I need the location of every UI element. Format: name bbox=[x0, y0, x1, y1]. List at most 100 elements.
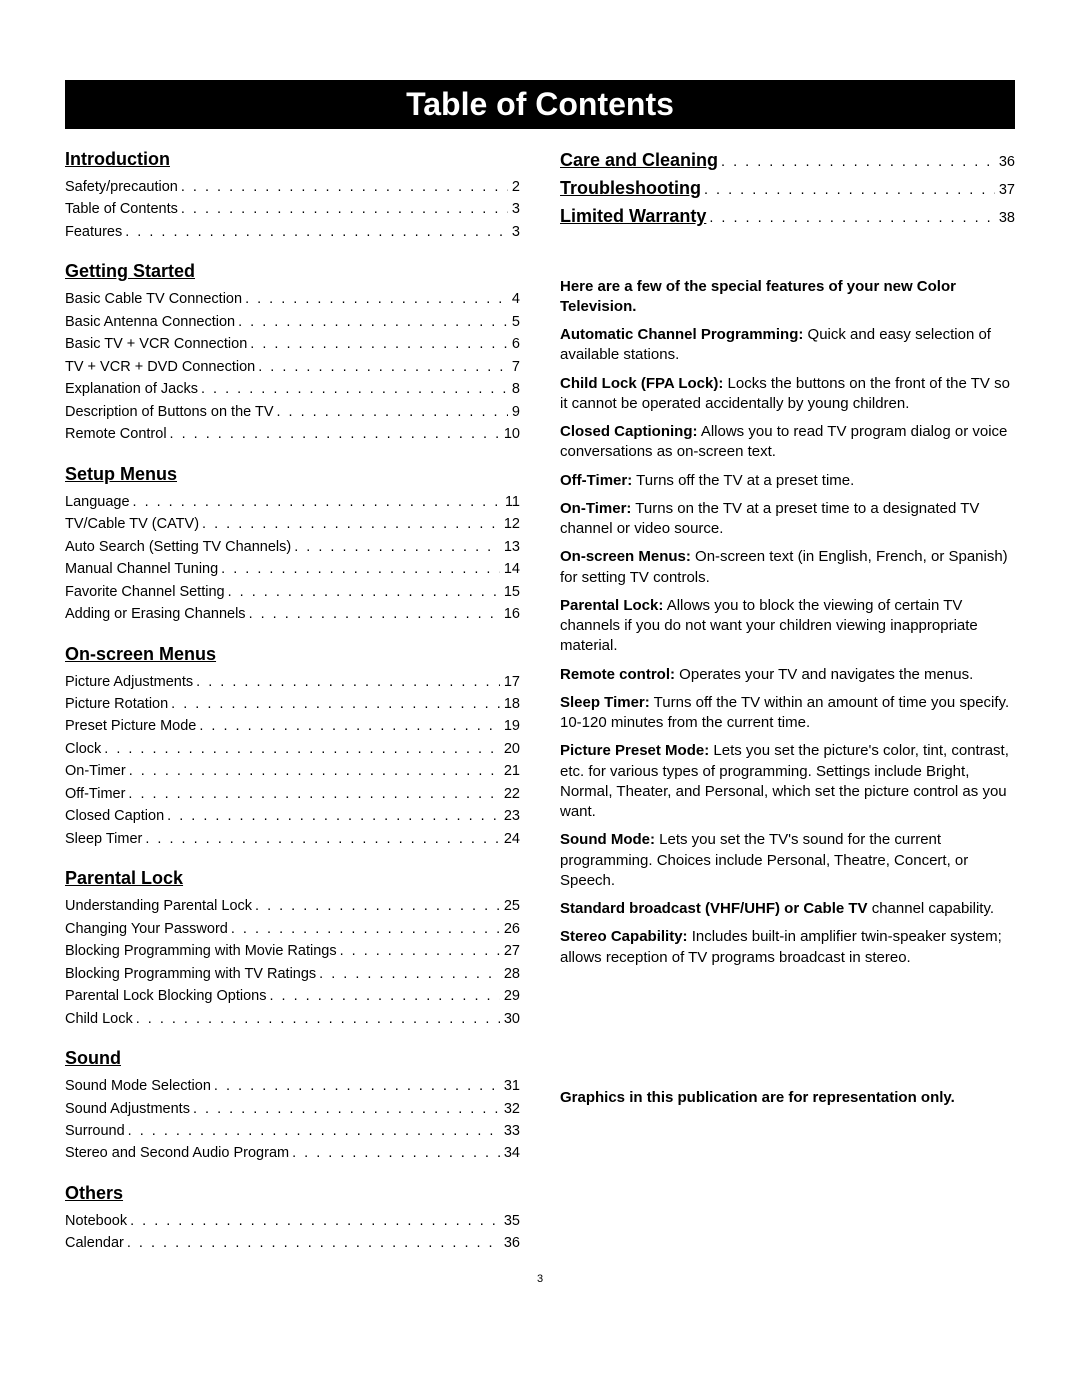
toc-label: Clock bbox=[65, 738, 101, 760]
toc-label: Changing Your Password bbox=[65, 918, 228, 940]
toc-page: 37 bbox=[995, 179, 1015, 201]
toc-row: Clock 20 bbox=[65, 738, 520, 760]
feature-paragraph: Child Lock (FPA Lock): Locks the buttons… bbox=[560, 374, 1015, 415]
page-title-bar: Table of Contents bbox=[65, 80, 1015, 129]
toc-row: Language 11 bbox=[65, 491, 520, 513]
toc-row: Table of Contents 3 bbox=[65, 198, 520, 220]
feature-paragraph: On-screen Menus: On-screen text (in Engl… bbox=[560, 547, 1015, 588]
toc-row: Basic Cable TV Connection 4 bbox=[65, 288, 520, 310]
footnote: Graphics in this publication are for rep… bbox=[560, 1088, 1015, 1108]
toc-page: 17 bbox=[500, 671, 520, 693]
toc-row: Basic Antenna Connection 5 bbox=[65, 311, 520, 333]
toc-row: Remote Control 10 bbox=[65, 423, 520, 445]
toc-leader-dots bbox=[164, 805, 500, 827]
toc-row: Picture Rotation 18 bbox=[65, 693, 520, 715]
toc-leader-dots bbox=[289, 1142, 500, 1164]
toc-page: 35 bbox=[500, 1210, 520, 1232]
right-column: Care and Cleaning 36 Troubleshooting 37 Limi… bbox=[560, 147, 1015, 1255]
toc-label: Closed Caption bbox=[65, 805, 164, 827]
toc-leader-dots bbox=[247, 333, 508, 355]
toc-leader-dots bbox=[124, 1232, 500, 1254]
toc-leader-dots bbox=[246, 603, 500, 625]
toc-page: 33 bbox=[500, 1120, 520, 1142]
toc-page: 2 bbox=[508, 176, 520, 198]
toc-page: 36 bbox=[995, 151, 1015, 173]
toc-page: 24 bbox=[500, 828, 520, 850]
toc-leader-dots bbox=[127, 1210, 500, 1232]
toc-row: Surround 33 bbox=[65, 1120, 520, 1142]
section-heading: On-screen Menus bbox=[65, 644, 520, 665]
toc-label: Basic TV + VCR Connection bbox=[65, 333, 247, 355]
toc-label: Picture Adjustments bbox=[65, 671, 193, 693]
toc-leader-dots bbox=[167, 423, 500, 445]
feature-paragraph: Picture Preset Mode: Lets you set the pi… bbox=[560, 741, 1015, 822]
toc-leader-dots bbox=[242, 288, 508, 310]
toc-page: 16 bbox=[500, 603, 520, 625]
toc-page: 19 bbox=[500, 715, 520, 737]
toc-leader-dots bbox=[198, 378, 508, 400]
toc-leader-dots bbox=[718, 151, 995, 173]
toc-page: 18 bbox=[500, 693, 520, 715]
toc-row: Off-Timer 22 bbox=[65, 783, 520, 805]
toc-label: Basic Cable TV Connection bbox=[65, 288, 242, 310]
toc-leader-dots bbox=[196, 715, 499, 737]
toc-row: TV + VCR + DVD Connection 7 bbox=[65, 356, 520, 378]
feature-paragraph: Stereo Capability: Includes built-in amp… bbox=[560, 927, 1015, 968]
feature-term: Remote control: bbox=[560, 666, 675, 683]
toc-label: Picture Rotation bbox=[65, 693, 168, 715]
page-number: 3 bbox=[65, 1273, 1015, 1285]
toc-row: Picture Adjustments 17 bbox=[65, 671, 520, 693]
feature-term: Child Lock (FPA Lock): bbox=[560, 375, 723, 392]
toc-leader-dots bbox=[252, 895, 500, 917]
feature-paragraph: Remote control: Operates your TV and nav… bbox=[560, 665, 1015, 685]
toc-label: TV/Cable TV (CATV) bbox=[65, 513, 199, 535]
toc-leader-dots bbox=[225, 581, 500, 603]
toc-row: Description of Buttons on the TV 9 bbox=[65, 401, 520, 423]
toc-label: Blocking Programming with TV Ratings bbox=[65, 963, 316, 985]
toc-leader-dots bbox=[126, 760, 500, 782]
section-heading: Sound bbox=[65, 1048, 520, 1069]
toc-label: On-Timer bbox=[65, 760, 126, 782]
toc-label: Adding or Erasing Channels bbox=[65, 603, 246, 625]
feature-term: Standard broadcast (VHF/UHF) or Cable TV bbox=[560, 900, 868, 917]
toc-row: TV/Cable TV (CATV) 12 bbox=[65, 513, 520, 535]
toc-leader-dots bbox=[193, 671, 500, 693]
feature-term: Closed Captioning: bbox=[560, 423, 698, 440]
features-intro: Here are a few of the special features o… bbox=[560, 277, 1015, 318]
content-columns: IntroductionSafety/precaution 2Table of … bbox=[65, 147, 1015, 1255]
toc-label: Troubleshooting bbox=[560, 175, 701, 203]
feature-term: Parental Lock: bbox=[560, 597, 663, 614]
feature-term: Stereo Capability: bbox=[560, 928, 688, 945]
toc-label: Child Lock bbox=[65, 1008, 133, 1030]
toc-label: Basic Antenna Connection bbox=[65, 311, 235, 333]
toc-leader-dots bbox=[178, 198, 508, 220]
toc-label: Care and Cleaning bbox=[560, 147, 718, 175]
toc-row-top: Troubleshooting 37 bbox=[560, 175, 1015, 203]
toc-label: Sleep Timer bbox=[65, 828, 142, 850]
toc-label: Sound Mode Selection bbox=[65, 1075, 211, 1097]
toc-label: Limited Warranty bbox=[560, 203, 706, 231]
feature-term: Off-Timer: bbox=[560, 472, 632, 489]
feature-paragraph: Off-Timer: Turns off the TV at a preset … bbox=[560, 471, 1015, 491]
toc-leader-dots bbox=[178, 176, 508, 198]
section-heading: Others bbox=[65, 1183, 520, 1204]
toc-page: 3 bbox=[508, 221, 520, 243]
toc-page: 5 bbox=[508, 311, 520, 333]
toc-row: Changing Your Password 26 bbox=[65, 918, 520, 940]
toc-row: Explanation of Jacks 8 bbox=[65, 378, 520, 400]
toc-page: 22 bbox=[500, 783, 520, 805]
toc-leader-dots bbox=[125, 783, 499, 805]
toc-leader-dots bbox=[101, 738, 500, 760]
toc-leader-dots bbox=[168, 693, 500, 715]
toc-page: 25 bbox=[500, 895, 520, 917]
section-heading: Getting Started bbox=[65, 261, 520, 282]
toc-label: Manual Channel Tuning bbox=[65, 558, 218, 580]
toc-page: 4 bbox=[508, 288, 520, 310]
toc-page: 6 bbox=[508, 333, 520, 355]
feature-paragraph: Closed Captioning: Allows you to read TV… bbox=[560, 422, 1015, 463]
feature-paragraph: Standard broadcast (VHF/UHF) or Cable TV… bbox=[560, 899, 1015, 919]
toc-label: Auto Search (Setting TV Channels) bbox=[65, 536, 291, 558]
feature-paragraph: Sleep Timer: Turns off the TV within an … bbox=[560, 693, 1015, 734]
toc-leader-dots bbox=[130, 491, 501, 513]
feature-term: Automatic Channel Programming: bbox=[560, 326, 803, 343]
